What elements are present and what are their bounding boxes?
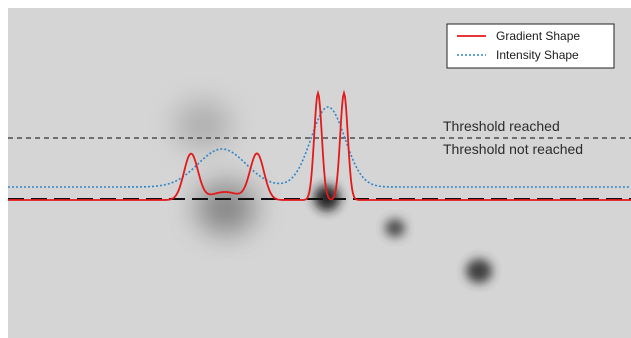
blob-faint-upper [175,101,231,149]
gradient-shape-curve [8,89,631,201]
intensity-shape-curve [8,106,631,188]
legend-label-gradient: Gradient Shape [496,29,580,43]
threshold-reached-label: Threshold reached [443,118,560,134]
blob-small-lower [466,259,492,283]
legend-box [446,23,615,69]
threshold-not-reached-label: Threshold not reached [443,141,583,157]
blob-small-middle [385,219,405,237]
legend-label-intensity: Intensity Shape [496,48,579,62]
blob-dark-core [314,185,340,211]
legend: Gradient Shape Intensity Shape [446,23,615,69]
